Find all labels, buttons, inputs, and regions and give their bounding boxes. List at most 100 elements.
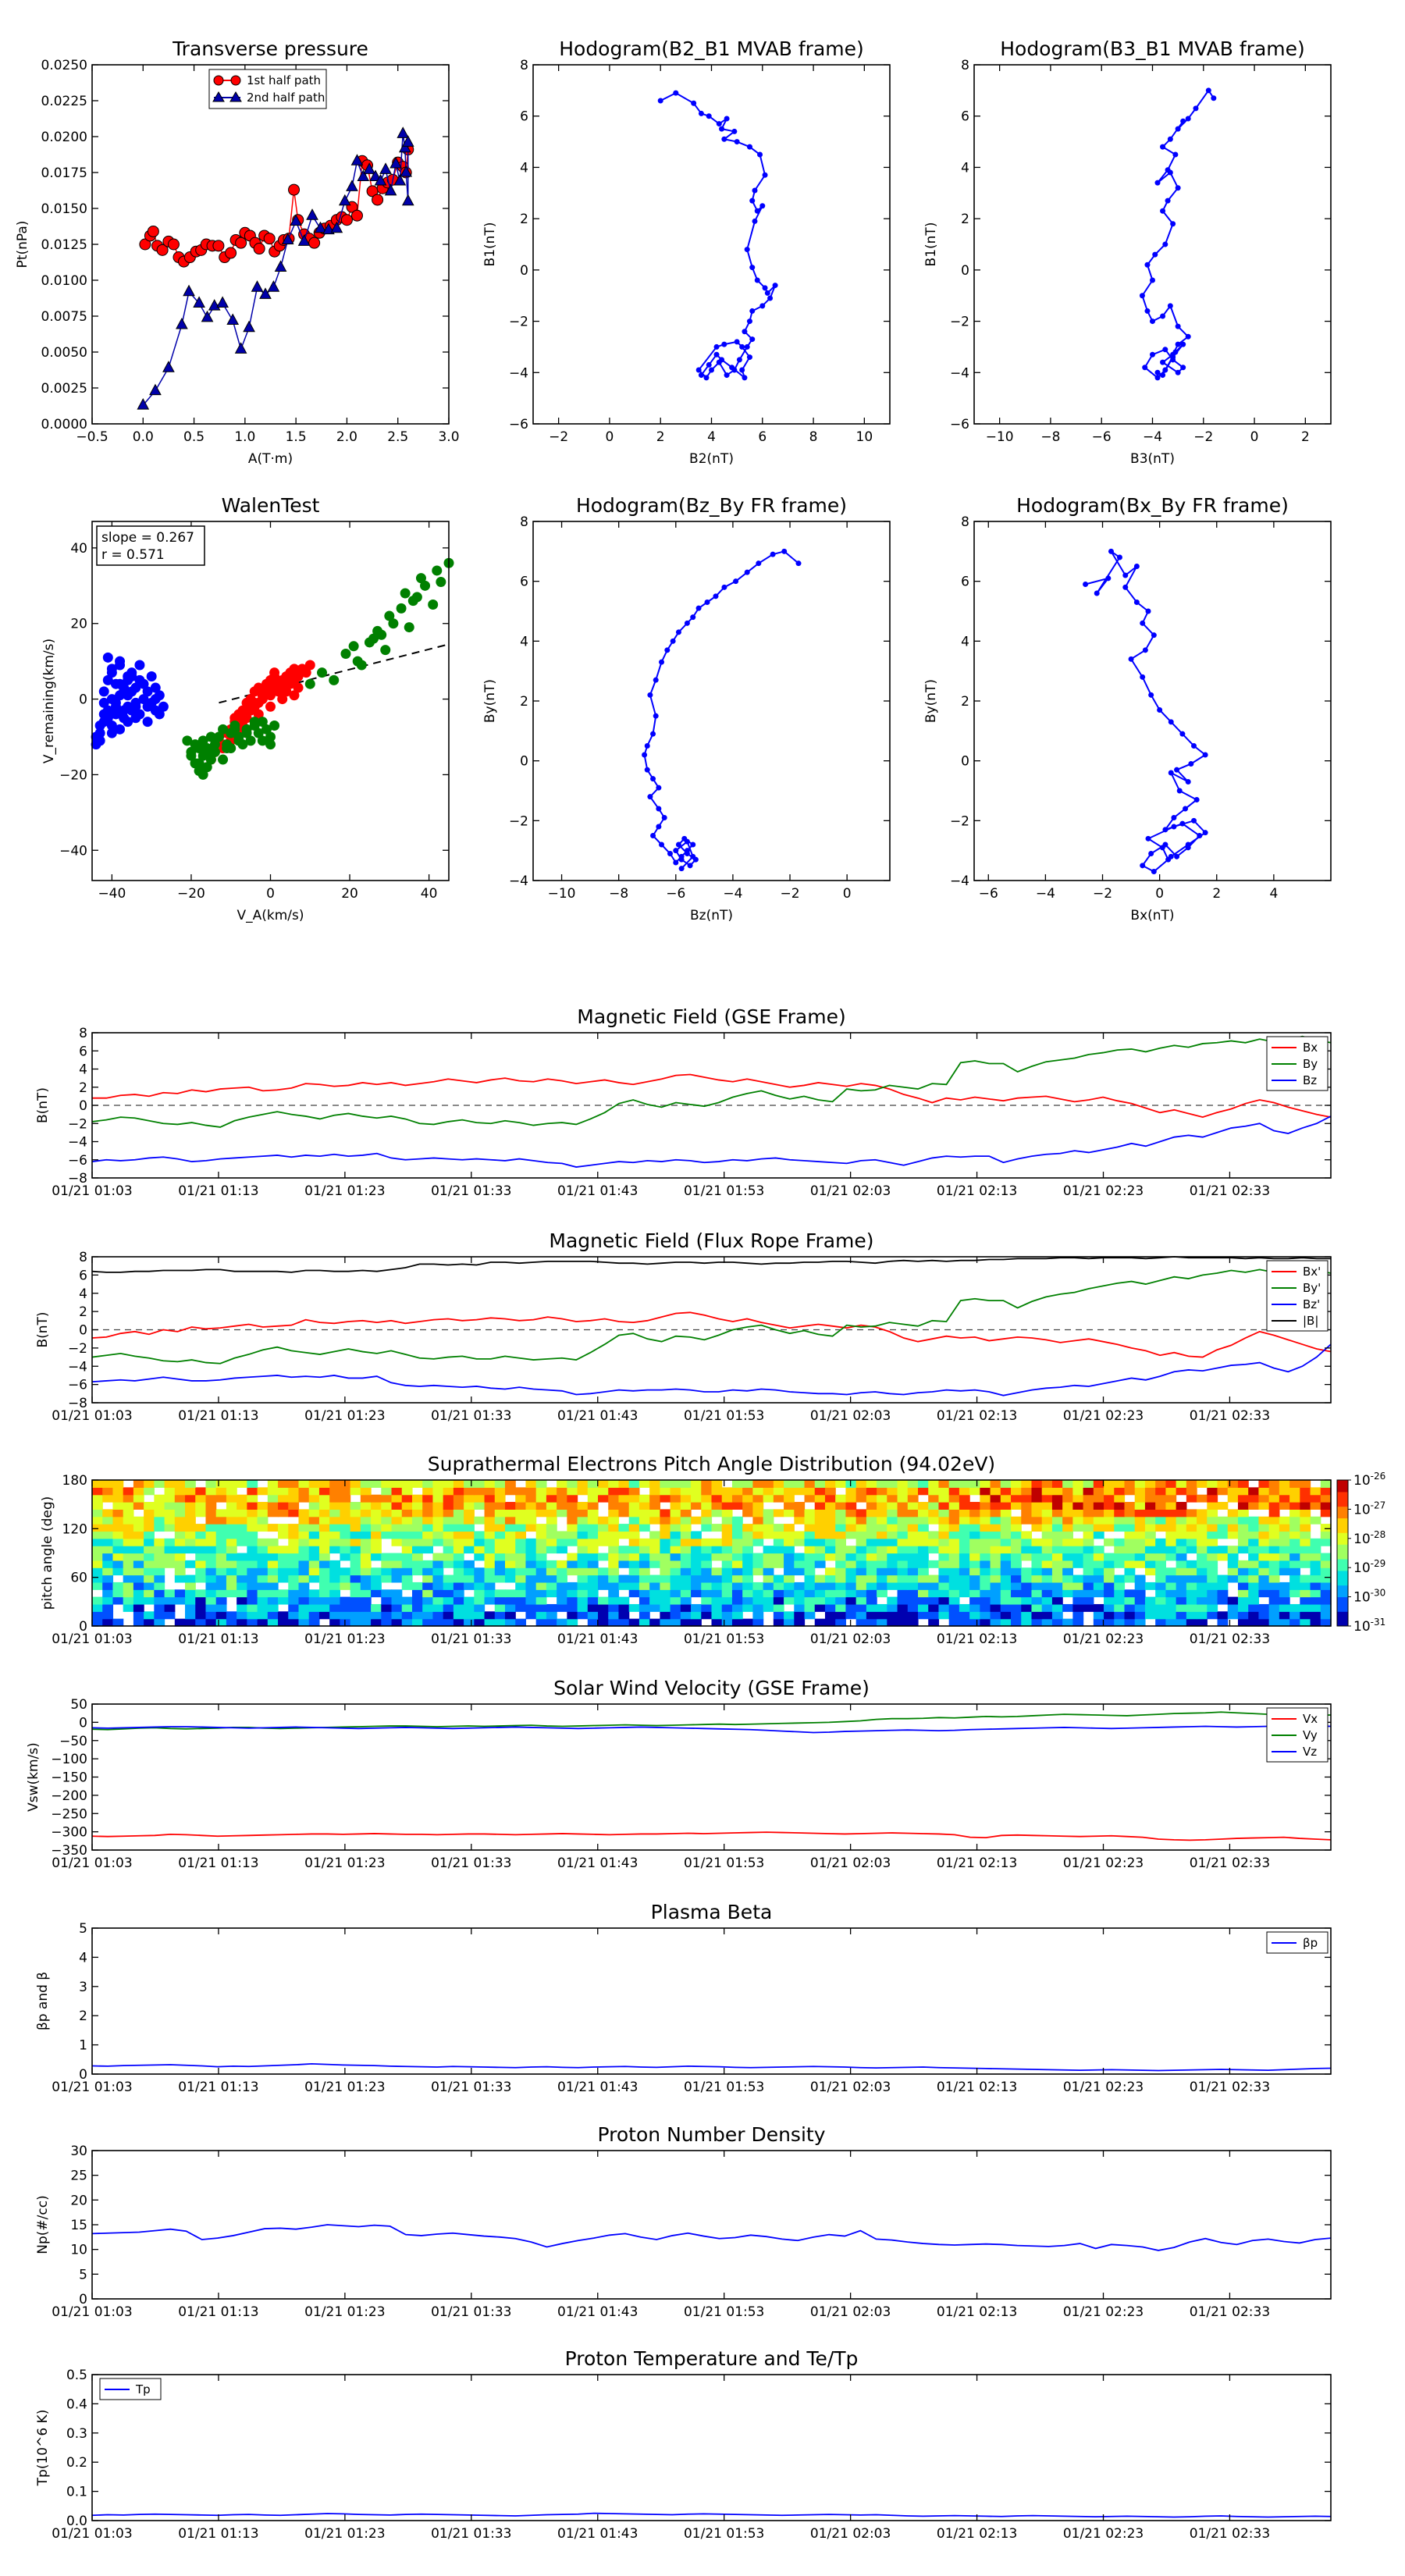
heatmap-cell [1227, 1531, 1239, 1539]
heatmap-cell [174, 1502, 186, 1510]
data-point [158, 701, 169, 712]
heatmap-cell [887, 1603, 898, 1612]
data-point [241, 728, 252, 738]
heatmap-cell [763, 1516, 774, 1525]
heatmap-cell [535, 1553, 547, 1561]
heatmap-cell [308, 1603, 320, 1612]
heatmap-cell [401, 1567, 413, 1576]
heatmap-cell [92, 1567, 103, 1576]
data-point [216, 296, 229, 308]
heatmap-cell [102, 1509, 114, 1517]
heatmap-cell [267, 1582, 279, 1590]
x-tick-label: 6 [758, 429, 767, 445]
heatmap-cell [1237, 1516, 1249, 1525]
colorbar-segment [1337, 1593, 1348, 1598]
heatmap-cell [1051, 1553, 1063, 1561]
data-point [201, 762, 212, 773]
y-tick-label: −2 [509, 813, 528, 829]
heatmap-cell [1144, 1596, 1156, 1605]
heatmap-cell [381, 1618, 393, 1627]
heatmap-cell [918, 1553, 929, 1561]
heatmap-cell [484, 1560, 496, 1568]
heatmap-cell [164, 1589, 176, 1598]
heatmap-cell [628, 1509, 640, 1517]
heatmap-cell [411, 1531, 423, 1539]
legend-label: Bx' [1303, 1265, 1321, 1279]
x-tick-label: 01/21 01:43 [557, 1631, 638, 1647]
data-point [673, 848, 679, 854]
heatmap-cell [1155, 1509, 1166, 1517]
heatmap-cell [1031, 1538, 1043, 1546]
x-tick-label: 01/21 02:33 [1190, 1183, 1270, 1199]
heatmap-cell [752, 1487, 764, 1496]
heatmap-cell [102, 1560, 114, 1568]
heatmap-cell [318, 1487, 330, 1496]
data-point [754, 277, 760, 283]
x-tick-label: 01/21 02:03 [810, 1631, 891, 1647]
heatmap-cell [102, 1603, 114, 1612]
heatmap-cell [907, 1618, 919, 1627]
heatmap-cell [288, 1487, 300, 1496]
heatmap-cell [990, 1538, 1001, 1546]
x-tick-label: 01/21 01:13 [178, 2080, 258, 2095]
y-axis-label: B1(nT) [923, 222, 939, 267]
heatmap-cell [598, 1567, 609, 1576]
y-tick-label: −2 [68, 1341, 87, 1357]
heatmap-cell [484, 1589, 496, 1598]
data-point [293, 682, 304, 693]
data-point [123, 701, 133, 712]
data-point [762, 285, 768, 291]
heatmap-cell [918, 1524, 929, 1532]
heatmap-cell [742, 1553, 753, 1561]
heatmap-cell [959, 1567, 970, 1576]
heatmap-cell [401, 1560, 413, 1568]
heatmap-cell [1114, 1603, 1126, 1612]
heatmap-cell [443, 1603, 454, 1612]
heatmap-cell [1289, 1603, 1300, 1612]
heatmap-cell [680, 1538, 692, 1546]
colorbar-segment [1337, 1503, 1348, 1507]
heatmap-cell [226, 1480, 237, 1488]
heatmap-cell [174, 1524, 186, 1532]
heatmap-cell [628, 1582, 640, 1590]
heatmap-cell [329, 1589, 340, 1598]
y-tick-label: 6 [961, 575, 969, 590]
y-tick-label: 60 [70, 1571, 87, 1586]
heatmap-cell [1258, 1487, 1270, 1496]
heatmap-cell [1155, 1603, 1166, 1612]
heatmap-cell [525, 1574, 537, 1583]
heatmap-cell [897, 1509, 909, 1517]
data-point [134, 660, 145, 671]
data-point [744, 569, 750, 575]
heatmap-cell [557, 1596, 567, 1605]
y-tick-label: 30 [70, 2144, 87, 2159]
heatmap-cell [907, 1546, 919, 1554]
heatmap-cell [670, 1480, 681, 1488]
x-tick-label: 01/21 01:13 [178, 1408, 258, 1424]
heatmap-cell [763, 1494, 774, 1503]
heatmap-cell [763, 1596, 774, 1605]
y-tick-label: 0.0250 [41, 58, 87, 73]
heatmap-cell [1258, 1494, 1270, 1503]
heatmap-cell [102, 1546, 114, 1554]
heatmap-cell [784, 1560, 795, 1568]
heatmap-cell [773, 1509, 784, 1517]
heatmap-cell [401, 1487, 413, 1496]
heatmap-cell [1093, 1509, 1104, 1517]
data-point [176, 317, 188, 329]
heatmap-cell [1062, 1553, 1073, 1561]
heatmap-cell [877, 1487, 887, 1496]
heatmap-cell [267, 1553, 279, 1561]
heatmap-cell [1258, 1516, 1270, 1525]
heatmap-cell [1237, 1560, 1249, 1568]
heatmap-cell [515, 1487, 527, 1496]
data-point [269, 667, 280, 678]
heatmap-cell [484, 1553, 496, 1561]
heatmap-cell [226, 1574, 237, 1583]
heatmap-cell [918, 1546, 929, 1554]
heatmap-cell [557, 1480, 567, 1488]
heatmap-cell [205, 1582, 217, 1590]
heatmap-cell [938, 1582, 950, 1590]
heatmap-cell [990, 1531, 1001, 1539]
heatmap-cell [1031, 1524, 1043, 1532]
